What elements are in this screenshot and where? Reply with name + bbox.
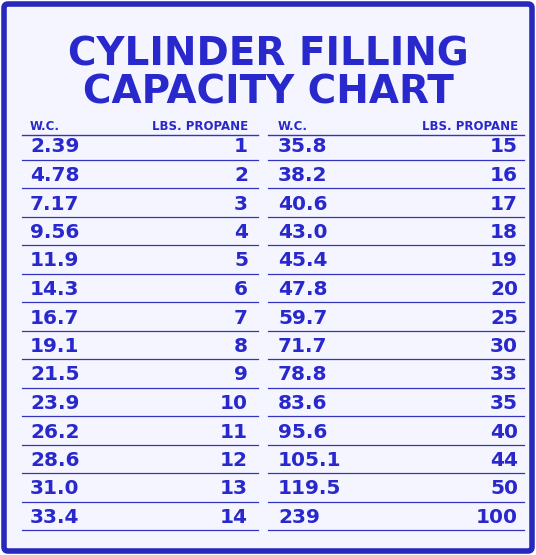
Text: 30: 30 [490, 337, 518, 356]
Text: 17: 17 [490, 194, 518, 214]
Text: 6: 6 [234, 280, 248, 299]
Text: W.C.: W.C. [30, 120, 60, 134]
Text: 2.39: 2.39 [30, 138, 79, 157]
Text: 13: 13 [220, 480, 248, 498]
Text: 9.56: 9.56 [30, 223, 79, 242]
Text: 50: 50 [490, 480, 518, 498]
Text: 23.9: 23.9 [30, 394, 79, 413]
Text: 2: 2 [234, 166, 248, 185]
Text: 16.7: 16.7 [30, 309, 79, 327]
Text: LBS. PROPANE: LBS. PROPANE [422, 120, 518, 134]
Text: 12: 12 [220, 451, 248, 470]
Text: 31.0: 31.0 [30, 480, 79, 498]
Text: 4: 4 [234, 223, 248, 242]
Text: 105.1: 105.1 [278, 451, 341, 470]
Text: 4.78: 4.78 [30, 166, 79, 185]
Text: 11: 11 [220, 422, 248, 441]
Text: W.C.: W.C. [278, 120, 308, 134]
Text: 78.8: 78.8 [278, 366, 327, 385]
Text: 40: 40 [490, 422, 518, 441]
Text: 9: 9 [234, 366, 248, 385]
Text: 45.4: 45.4 [278, 251, 327, 270]
Text: 28.6: 28.6 [30, 451, 79, 470]
Text: 7: 7 [234, 309, 248, 327]
Text: 40.6: 40.6 [278, 194, 327, 214]
Text: 7.17: 7.17 [30, 194, 79, 214]
Text: 14: 14 [220, 508, 248, 527]
Text: CYLINDER FILLING: CYLINDER FILLING [68, 36, 468, 74]
Text: 35.8: 35.8 [278, 138, 327, 157]
FancyBboxPatch shape [4, 4, 532, 551]
Text: 26.2: 26.2 [30, 422, 79, 441]
Text: 19.1: 19.1 [30, 337, 79, 356]
Text: 11.9: 11.9 [30, 251, 79, 270]
Text: CAPACITY CHART: CAPACITY CHART [83, 74, 453, 112]
Text: 83.6: 83.6 [278, 394, 327, 413]
Text: 95.6: 95.6 [278, 422, 327, 441]
Text: 19: 19 [490, 251, 518, 270]
Text: 43.0: 43.0 [278, 223, 327, 242]
Text: LBS. PROPANE: LBS. PROPANE [152, 120, 248, 134]
Text: 38.2: 38.2 [278, 166, 327, 185]
Text: 35: 35 [490, 394, 518, 413]
Text: 21.5: 21.5 [30, 366, 79, 385]
Text: 16: 16 [490, 166, 518, 185]
Text: 59.7: 59.7 [278, 309, 327, 327]
Text: 10: 10 [220, 394, 248, 413]
Text: 1: 1 [234, 138, 248, 157]
Text: 3: 3 [234, 194, 248, 214]
Text: 15: 15 [490, 138, 518, 157]
Text: 119.5: 119.5 [278, 480, 341, 498]
Text: 47.8: 47.8 [278, 280, 327, 299]
Text: 8: 8 [234, 337, 248, 356]
Text: 71.7: 71.7 [278, 337, 327, 356]
Text: 239: 239 [278, 508, 320, 527]
Text: 5: 5 [234, 251, 248, 270]
Text: 100: 100 [476, 508, 518, 527]
Text: 14.3: 14.3 [30, 280, 79, 299]
Text: 44: 44 [490, 451, 518, 470]
Text: 25: 25 [490, 309, 518, 327]
Text: 18: 18 [490, 223, 518, 242]
Text: 33: 33 [490, 366, 518, 385]
Text: 33.4: 33.4 [30, 508, 79, 527]
Text: 20: 20 [490, 280, 518, 299]
